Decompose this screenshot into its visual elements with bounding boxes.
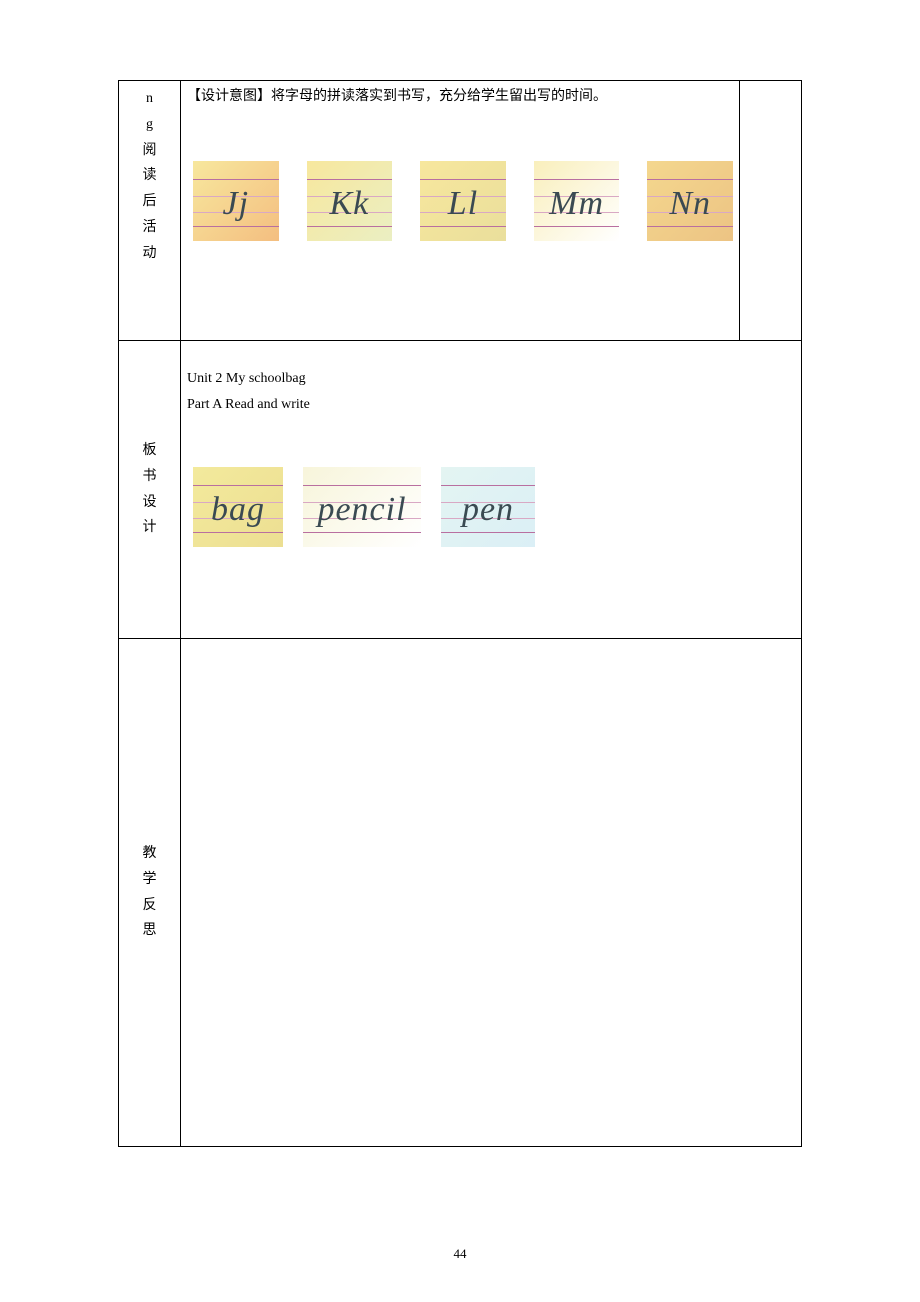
handwriting-card: Ll bbox=[420, 161, 506, 241]
row1-char: g bbox=[125, 113, 174, 137]
row3-char: 思 bbox=[125, 919, 174, 943]
row3-char: 反 bbox=[125, 894, 174, 918]
handwriting-text: Mm bbox=[534, 175, 620, 233]
handwriting-card: pen bbox=[441, 467, 535, 547]
row3-label-cell: 教 学 反 思 bbox=[119, 639, 181, 1147]
handwriting-text: bag bbox=[193, 481, 283, 539]
handwriting-card: Jj bbox=[193, 161, 279, 241]
row1-char: n bbox=[125, 87, 174, 111]
row1-char: 读 bbox=[125, 164, 174, 188]
unit-title: Unit 2 My schoolbag bbox=[187, 367, 795, 391]
row-post-reading: n g 阅 读 后 活 动 【设计意图】将字母的拼读落实到书写，充分给学生留出写… bbox=[119, 81, 802, 341]
part-title: Part A Read and write bbox=[187, 393, 795, 417]
page-number: 44 bbox=[0, 1246, 920, 1262]
row1-char: 阅 bbox=[125, 139, 174, 163]
design-intent-text: 【设计意图】将字母的拼读落实到书写，充分给学生留出写的时间。 bbox=[187, 85, 733, 109]
handwriting-text: Nn bbox=[647, 175, 733, 233]
row1-char: 活 bbox=[125, 216, 174, 240]
row2-char: 计 bbox=[125, 516, 174, 540]
row2-label-cell: 板 书 设 计 bbox=[119, 341, 181, 639]
row1-label-cell: n g 阅 读 后 活 动 bbox=[119, 81, 181, 341]
row-reflection: 教 学 反 思 bbox=[119, 639, 802, 1147]
row3-char: 教 bbox=[125, 842, 174, 866]
handwriting-text: Kk bbox=[307, 175, 393, 233]
handwriting-text: pencil bbox=[303, 481, 421, 539]
page-container: n g 阅 读 后 活 动 【设计意图】将字母的拼读落实到书写，充分给学生留出写… bbox=[0, 0, 920, 1147]
handwriting-card: bag bbox=[193, 467, 283, 547]
row2-char: 书 bbox=[125, 465, 174, 489]
row-board-design: 板 书 设 计 Unit 2 My schoolbag Part A Read … bbox=[119, 341, 802, 639]
handwriting-text: Ll bbox=[420, 175, 506, 233]
row1-char: 后 bbox=[125, 190, 174, 214]
row1-char: 动 bbox=[125, 242, 174, 266]
handwriting-card: Kk bbox=[307, 161, 393, 241]
row1-right-cell bbox=[740, 81, 802, 341]
handwriting-text: Jj bbox=[193, 175, 279, 233]
lesson-table: n g 阅 读 后 活 动 【设计意图】将字母的拼读落实到书写，充分给学生留出写… bbox=[118, 80, 802, 1147]
row3-content-cell bbox=[181, 639, 802, 1147]
board-header: Unit 2 My schoolbag Part A Read and writ… bbox=[187, 367, 795, 417]
handwriting-card: Mm bbox=[534, 161, 620, 241]
handwriting-card: Nn bbox=[647, 161, 733, 241]
row1-content-cell: 【设计意图】将字母的拼读落实到书写，充分给学生留出写的时间。 Jj Kk Ll Mm N… bbox=[181, 81, 740, 341]
row2-content-cell: Unit 2 My schoolbag Part A Read and writ… bbox=[181, 341, 802, 639]
row2-char: 设 bbox=[125, 491, 174, 515]
row2-char: 板 bbox=[125, 439, 174, 463]
handwriting-words-row: bag pencil pen bbox=[187, 467, 795, 547]
handwriting-letters-row: Jj Kk Ll Mm Nn bbox=[187, 161, 733, 241]
handwriting-text: pen bbox=[441, 481, 535, 539]
handwriting-card: pencil bbox=[303, 467, 421, 547]
row3-char: 学 bbox=[125, 868, 174, 892]
